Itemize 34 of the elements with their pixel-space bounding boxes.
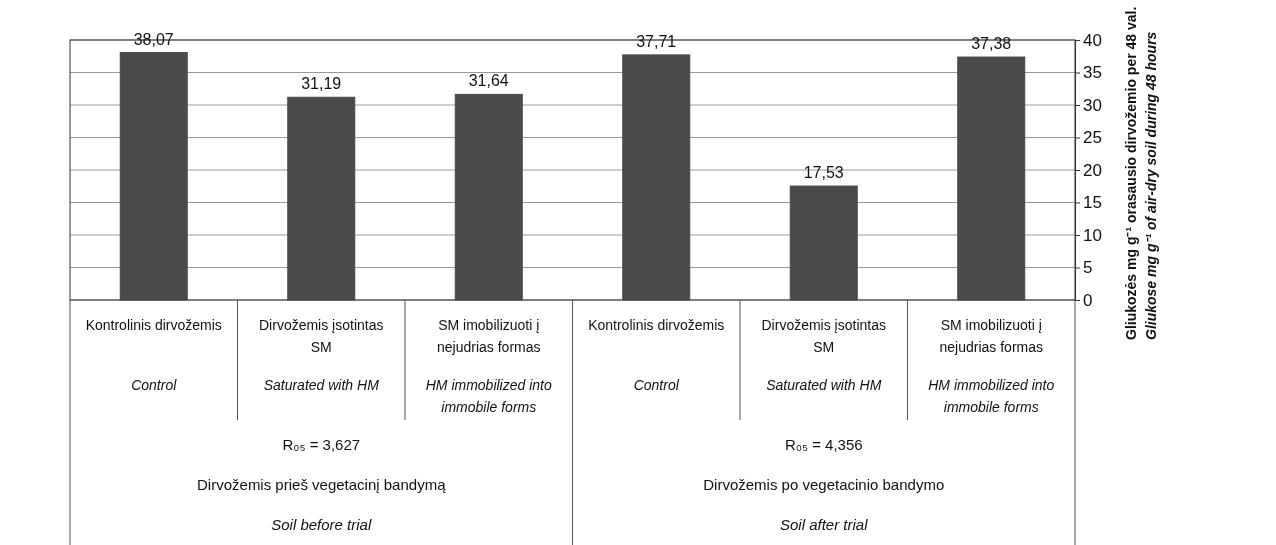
y-tick-label: 35 <box>1083 63 1102 83</box>
y-tick-label: 30 <box>1083 95 1102 115</box>
data-label: 31,19 <box>301 75 342 93</box>
text: R₀₅ = 3,627 <box>282 436 361 453</box>
data-label: 38,07 <box>133 30 174 48</box>
y-tick-label: 0 <box>1083 290 1093 310</box>
text: Soil after trial <box>779 516 869 533</box>
data-label: 37,71 <box>636 32 677 50</box>
y-tick-label: 10 <box>1083 225 1102 245</box>
bar <box>287 96 356 301</box>
y-tick-label: 25 <box>1083 128 1102 148</box>
text: R₀₅ = 4,356 <box>784 436 863 453</box>
y-tick-label: 15 <box>1083 193 1102 213</box>
bar <box>119 52 188 301</box>
data-label: 17,53 <box>803 164 844 182</box>
category-label: Dirvožemis įsotintas SM Saturated with HM <box>761 317 886 393</box>
bar <box>454 93 523 301</box>
category-label: Dirvožemis įsotintas SM Saturated with HM <box>259 317 384 393</box>
y-tick-label: 5 <box>1083 258 1093 278</box>
data-label: 37,38 <box>971 35 1012 53</box>
category-label: SM imobilizuoti į nejudrias formas HM immobilized into immobile forms <box>425 317 552 415</box>
text: Dirvožemis po vegetacinio bandymo <box>703 476 945 493</box>
y-axis-title: Gliukozės mg g⁻¹ orasausio dirvožemio per 48 val. Gliukose mg g⁻¹ of air-dry soil during 48 hours <box>1123 6 1159 340</box>
category-label: SM imobilizuoti į nejudrias formas HM immobilized into immobile forms <box>928 317 1055 415</box>
text: Soil before trial <box>271 516 372 533</box>
y-tick-label: 20 <box>1083 160 1102 180</box>
bar <box>622 54 691 301</box>
bar <box>957 56 1026 301</box>
data-label: 31,64 <box>468 72 509 90</box>
category-label: Kontrolinis dirvožemis Control <box>588 317 725 393</box>
y-tick-label: 40 <box>1083 30 1102 50</box>
category-label: Kontrolinis dirvožemis Control <box>85 317 222 393</box>
bar <box>789 185 858 301</box>
text: Dirvožemis prieš vegetacinį bandymą <box>197 476 447 493</box>
